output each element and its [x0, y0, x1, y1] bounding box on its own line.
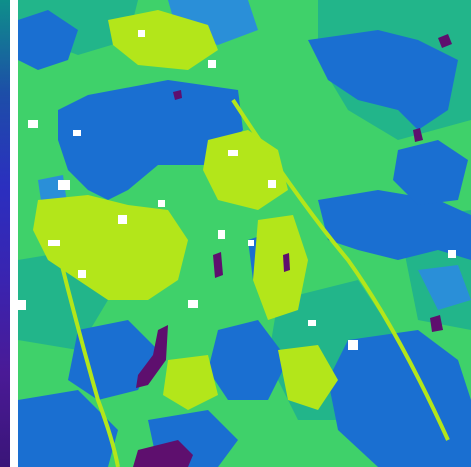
cropland-areas — [33, 10, 338, 410]
blue-areas — [18, 10, 471, 467]
colorbar-legend — [0, 0, 10, 467]
dark-patches — [133, 34, 452, 467]
nodata-speckles — [18, 30, 456, 350]
land-cover-map[interactable] — [18, 0, 471, 467]
linear-features — [56, 98, 450, 467]
